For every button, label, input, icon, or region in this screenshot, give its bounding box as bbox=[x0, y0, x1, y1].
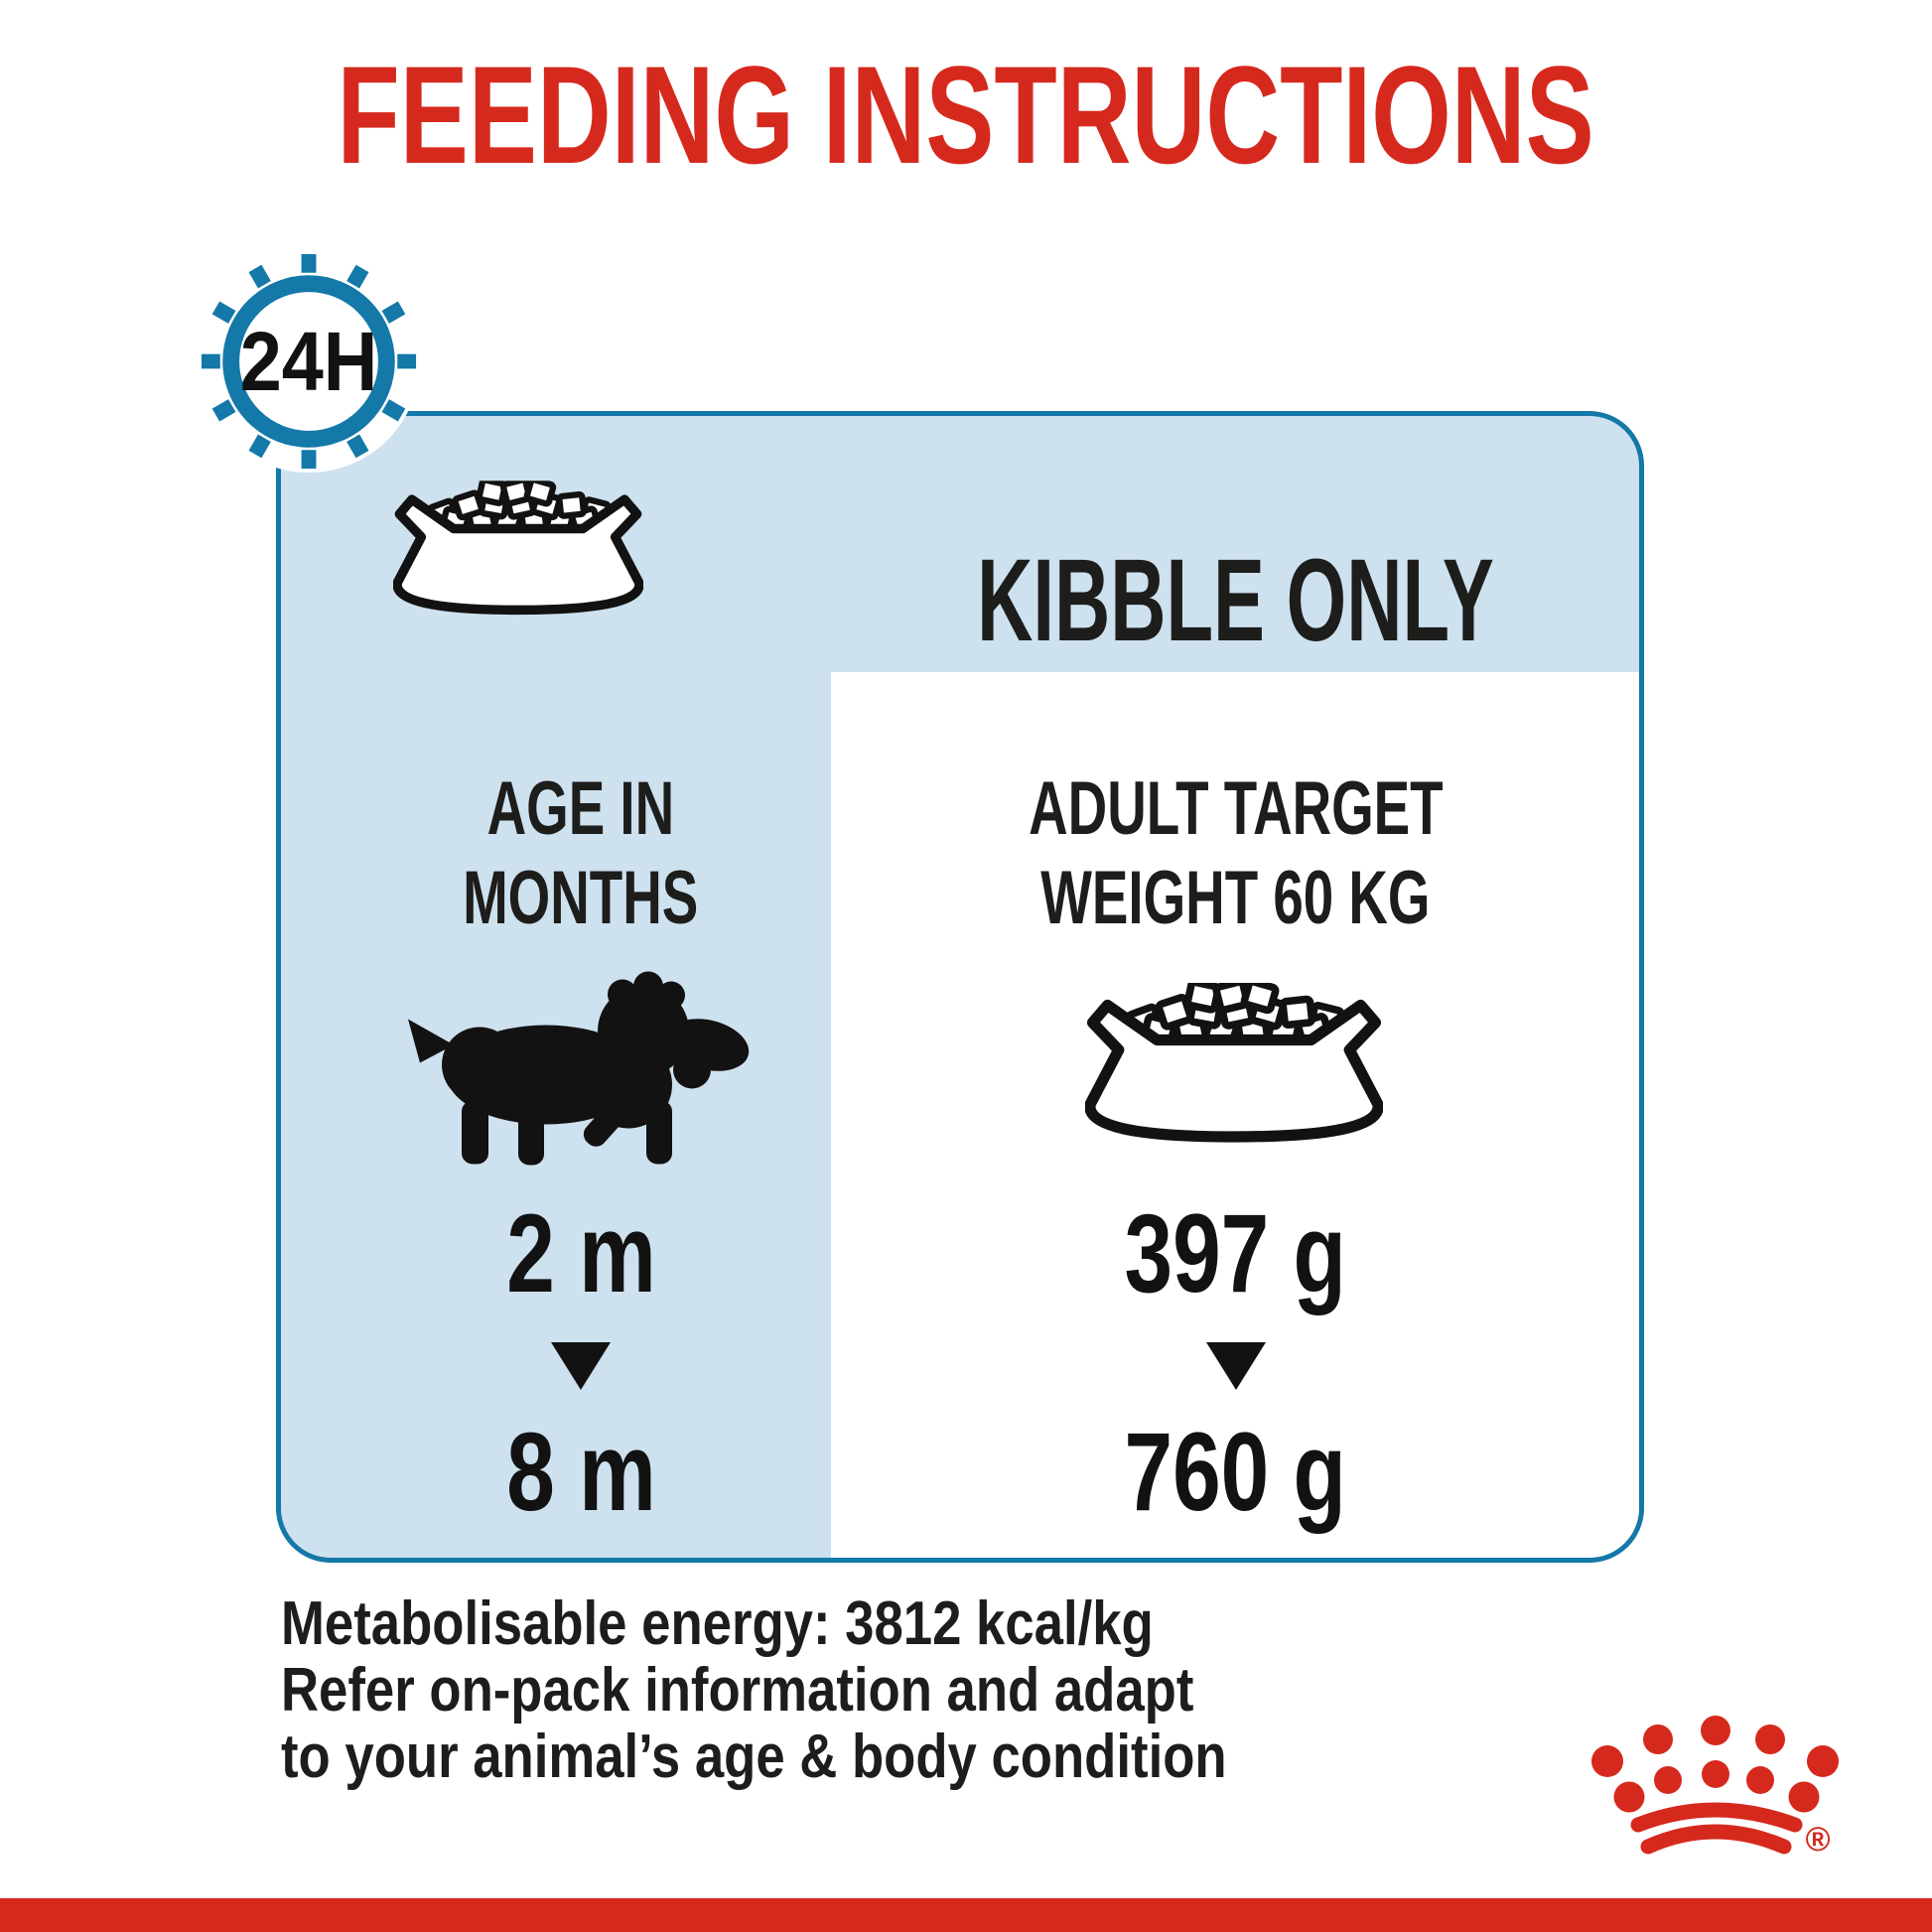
crown-logo: ® bbox=[1591, 1716, 1839, 1859]
age-heading-line2: MONTHS bbox=[463, 856, 699, 940]
page-title-text: FEEDING INSTRUCTIONS bbox=[337, 37, 1595, 193]
age-heading-line1: AGE IN bbox=[486, 766, 675, 851]
puppy-icon bbox=[408, 971, 750, 1166]
weight-start-value: 397 g bbox=[1124, 1191, 1347, 1315]
feeding-panel bbox=[276, 411, 1644, 1563]
footnote-line1: Metabolisable energy: 3812 kcal/kg bbox=[281, 1589, 1154, 1658]
kibble-bowl-icon bbox=[1085, 983, 1383, 1147]
bottom-red-bar bbox=[0, 1898, 1932, 1932]
weight-range-arrow bbox=[831, 1342, 1640, 1390]
page-title: FEEDING INSTRUCTIONS bbox=[0, 46, 1932, 185]
weight-heading-line1: ADULT TARGET bbox=[1028, 766, 1444, 851]
kibble-only-header: KIBBLE ONLY bbox=[977, 535, 1494, 666]
weight-heading-line2: WEIGHT 60 KG bbox=[1040, 856, 1431, 940]
kibble-bowl-icon bbox=[393, 481, 643, 619]
age-range-arrow bbox=[308, 1342, 854, 1390]
age-end-value: 8 m bbox=[505, 1410, 656, 1534]
weight-column-heading: ADULT TARGET WEIGHT 60 KG bbox=[831, 764, 1640, 943]
footnote-line3: to your animal’s age & body condition bbox=[281, 1723, 1227, 1791]
footnote-line2: Refer on-pack information and adapt bbox=[281, 1656, 1194, 1725]
down-arrow-icon bbox=[1205, 1342, 1266, 1390]
clock-duration-label: 24H bbox=[239, 314, 378, 408]
down-arrow-icon bbox=[551, 1342, 611, 1390]
clock-24h-icon: 24H bbox=[196, 248, 422, 475]
age-column-heading: AGE IN MONTHS bbox=[308, 764, 854, 943]
registered-mark: ® bbox=[1805, 1821, 1830, 1859]
age-start-value: 2 m bbox=[505, 1191, 656, 1315]
footnote: Metabolisable energy: 3812 kcal/kg Refer… bbox=[281, 1590, 1227, 1790]
clock-ring bbox=[197, 249, 421, 474]
weight-end-value: 760 g bbox=[1124, 1410, 1347, 1534]
